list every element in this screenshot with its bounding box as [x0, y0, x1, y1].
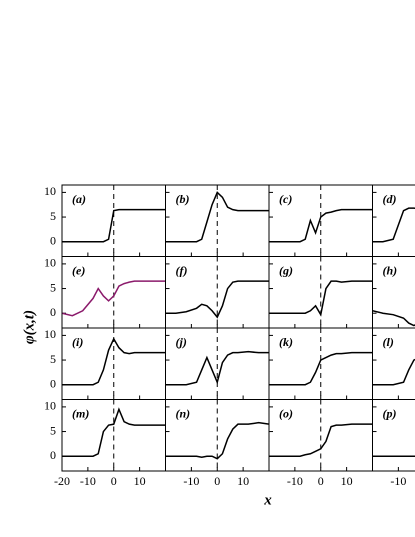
line — [269, 280, 373, 317]
panel: (h) — [372, 256, 415, 329]
x-tick-label: -10 — [390, 474, 406, 488]
panel: 0 5 10 (a) — [44, 184, 166, 257]
panel: (d) — [372, 184, 415, 257]
y-tick-label: 0 — [50, 448, 56, 462]
panel-title: (j) — [176, 335, 187, 349]
panel: 0 5 10 -20 -10 0 10 (m) — [44, 399, 166, 488]
line — [62, 280, 166, 317]
line — [165, 280, 269, 319]
y-tick-label: 5 — [50, 209, 56, 223]
line — [62, 208, 166, 243]
panel: 0 5 10 (e) — [44, 256, 166, 329]
y-tick-label: 10 — [44, 184, 56, 198]
panel-title: (k) — [279, 335, 293, 349]
line — [372, 358, 415, 386]
panel-title: (g) — [279, 263, 293, 277]
line — [165, 421, 269, 460]
panel: (j) — [165, 327, 270, 400]
x-tick-label: 10 — [237, 474, 249, 488]
x-tick-label: 0 — [318, 474, 324, 488]
panel-title: (a) — [72, 192, 86, 206]
line — [269, 351, 373, 386]
panel: (k) — [268, 327, 373, 400]
panel-title: (l) — [383, 335, 394, 349]
line — [165, 191, 269, 243]
x-tick-label: 0 — [214, 474, 220, 488]
panel: (l) — [372, 327, 415, 400]
line — [372, 207, 415, 243]
panel: (g) — [268, 256, 373, 329]
panel-frame — [372, 327, 415, 400]
y-tick-label: 10 — [44, 327, 56, 341]
panel-title: (b) — [176, 192, 190, 206]
panel: (b) — [165, 184, 270, 257]
panel: (c) — [268, 184, 373, 257]
x-tick-label: -20 — [54, 474, 70, 488]
y-tick-label: 5 — [50, 423, 56, 437]
panel-title: (e) — [72, 263, 85, 277]
x-axis-label: x — [263, 492, 272, 508]
y-tick-label: 0 — [50, 233, 56, 247]
panel-title: (h) — [383, 263, 398, 277]
panel: -10 0 10 (o) — [268, 399, 373, 488]
y-tick-label: 0 — [50, 376, 56, 390]
panel-title: (f) — [176, 263, 188, 277]
y-tick-label: 5 — [50, 280, 56, 294]
panel-title: (p) — [383, 406, 397, 420]
panel-title: (n) — [176, 406, 191, 420]
y-tick-label: 5 — [50, 352, 56, 366]
line — [269, 208, 373, 243]
x-tick-label: -10 — [80, 474, 96, 488]
y-axis-label: φ(x,t) — [21, 310, 37, 344]
line — [165, 350, 269, 386]
panel-title: (i) — [72, 335, 83, 349]
line — [62, 337, 166, 386]
panel-frame — [372, 184, 415, 257]
panel-title: (m) — [72, 406, 89, 420]
line — [62, 407, 166, 457]
line — [372, 455, 415, 457]
x-tick-label: -10 — [287, 474, 303, 488]
x-tick-label: 0 — [111, 474, 117, 488]
y-tick-label: 0 — [50, 305, 56, 319]
panel: -10 0 10 (n) — [165, 399, 270, 488]
panel: (f) — [165, 256, 270, 329]
panel-frame — [372, 256, 415, 329]
x-tick-label: 10 — [134, 474, 146, 488]
x-tick-label: -10 — [183, 474, 199, 488]
y-tick-label: 10 — [44, 399, 56, 413]
panel-title: (o) — [279, 406, 293, 420]
line — [372, 310, 415, 327]
panel-title: (c) — [279, 192, 292, 206]
line — [269, 423, 373, 457]
y-tick-label: 10 — [44, 256, 56, 270]
x-tick-label: 10 — [341, 474, 353, 488]
panel: 0 5 10 (i) — [44, 327, 166, 400]
panel-title: (d) — [383, 192, 397, 206]
panel-frame — [372, 399, 415, 472]
